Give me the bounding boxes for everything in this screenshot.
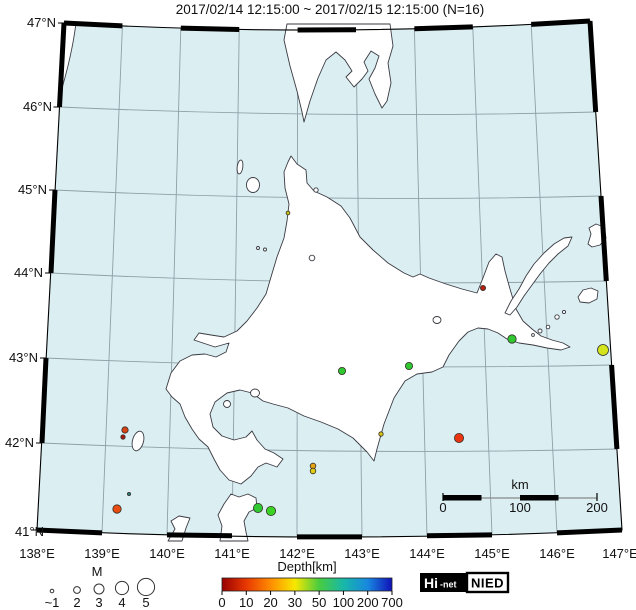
nied-logo-text: NIED: [471, 576, 504, 591]
lat-label: 44°N: [14, 265, 43, 280]
longitude-labels: 138°E 139°E 140°E 141°E 142°E 143°E 144°E 145°E…: [19, 546, 636, 561]
lon-label: 141°E: [214, 546, 250, 561]
earthquake-dot: [453, 432, 464, 443]
hinet-logo-net: -net: [440, 580, 457, 590]
magnitude-legend-label: 4: [118, 595, 125, 610]
depth-legend-title: Depth[km]: [277, 559, 336, 574]
earthquake-dot: [127, 491, 132, 496]
km-scalebar: km 0 100 200: [439, 477, 607, 515]
depth-tick-label: 0: [218, 595, 225, 610]
island-yagishiri: [263, 247, 267, 252]
depth-tick-label: 20: [263, 595, 277, 610]
earthquake-dot: [337, 366, 346, 375]
island-teuri: [256, 246, 260, 250]
depth-tick-label: 100: [333, 595, 355, 610]
island-rishiri: [246, 177, 260, 193]
lon-label: 142°E: [279, 546, 315, 561]
lat-label: 47°N: [27, 15, 56, 30]
island-rebun: [236, 159, 244, 175]
lake-kutcharo: [313, 187, 319, 193]
latitude-labels: 47°N 46°N 45°N 44°N 43°N 42°N 41°N: [5, 15, 56, 539]
lon-label: 144°E: [409, 546, 445, 561]
lon-label: 145°E: [474, 546, 510, 561]
earthquake-dot: [112, 504, 122, 514]
lake-toya: [223, 400, 231, 408]
latitude-ticks: [31, 22, 64, 531]
magnitude-legend-circle: [114, 580, 130, 596]
lake-shumarinai: [308, 254, 316, 262]
earthquake-dots: [112, 210, 609, 516]
earthquake-dot: [378, 431, 384, 437]
magnitude-legend-label: 2: [73, 595, 80, 610]
lon-label: 143°E: [344, 546, 380, 561]
magnitude-legend-circle: [73, 586, 81, 594]
lake-shikotsu: [250, 388, 260, 398]
magnitude-legend-label: 3: [95, 595, 102, 610]
lat-label: 41°N: [15, 524, 44, 539]
lon-label: 146°E: [539, 546, 575, 561]
lake-kussharo: [432, 316, 442, 324]
magnitude-legend-circle: [93, 583, 105, 595]
depth-tick-label: 200: [357, 595, 379, 610]
earthquake-dot: [252, 502, 263, 513]
island-shikotan: [577, 287, 599, 304]
earthquake-dot: [309, 467, 317, 475]
lon-label: 139°E: [84, 546, 120, 561]
earthquake-dot: [479, 284, 486, 291]
depth-tick-label: 50: [312, 595, 326, 610]
depth-legend: Depth[km] 0 10 20 30 50 100 200 700: [218, 559, 402, 610]
magnitude-legend-label: ~1: [45, 595, 60, 610]
depth-tick-label: 30: [288, 595, 302, 610]
nied-logo-box: [465, 571, 510, 594]
magnitude-legend-title: M: [92, 564, 103, 579]
island-habomai: [537, 328, 543, 334]
island-okushiri: [131, 430, 145, 452]
earthquake-dot: [265, 505, 276, 516]
lat-label: 46°N: [23, 99, 52, 114]
scalebar-label: 200: [586, 500, 608, 515]
hinet-logo-hi: Hi: [424, 575, 438, 591]
lat-label: 42°N: [5, 435, 34, 450]
magnitude-legend-label: 5: [142, 595, 149, 610]
hinet-nied-logo: Hi -net NIED: [420, 571, 510, 594]
depth-colorbar: [221, 577, 393, 592]
km-scalebar-title: km: [511, 477, 528, 492]
island-habomai: [554, 314, 560, 320]
magnitude-legend-circle: [49, 588, 55, 594]
scalebar-label: 0: [439, 500, 446, 515]
coast-sakhalin: [283, 23, 394, 123]
lat-label: 45°N: [18, 182, 47, 197]
lon-label: 147°E: [602, 546, 636, 561]
island-kunashiri: [504, 236, 573, 316]
earthquake-dot: [285, 210, 291, 216]
scalebar-label: 100: [509, 500, 531, 515]
magnitude-legend-circle: [136, 577, 156, 597]
earthquake-dot: [404, 361, 413, 370]
map-frame-fancy: [36, 18, 623, 540]
island-habomai: [545, 324, 551, 330]
coast-hokkaido: [165, 155, 571, 485]
earthquake-dot: [120, 434, 126, 440]
earthquake-dot: [507, 334, 517, 344]
depth-tick-label: 10: [239, 595, 253, 610]
coast-honshu-shimokita: [217, 493, 258, 542]
magnitude-legend: M ~1 2 3 4 5: [45, 564, 156, 610]
earthquake-dot: [597, 344, 609, 356]
hinet-logo-box: [420, 573, 467, 592]
map-title: 2017/02/14 12:15:00 ~ 2017/02/15 12:15:0…: [176, 2, 485, 17]
lat-label: 43°N: [9, 350, 38, 365]
earthquake-dot: [121, 426, 129, 434]
depth-tick-label: 700: [381, 595, 403, 610]
lon-label: 138°E: [19, 546, 55, 561]
lon-label: 140°E: [149, 546, 185, 561]
island-habomai: [531, 333, 535, 337]
island-habomai: [561, 309, 567, 315]
